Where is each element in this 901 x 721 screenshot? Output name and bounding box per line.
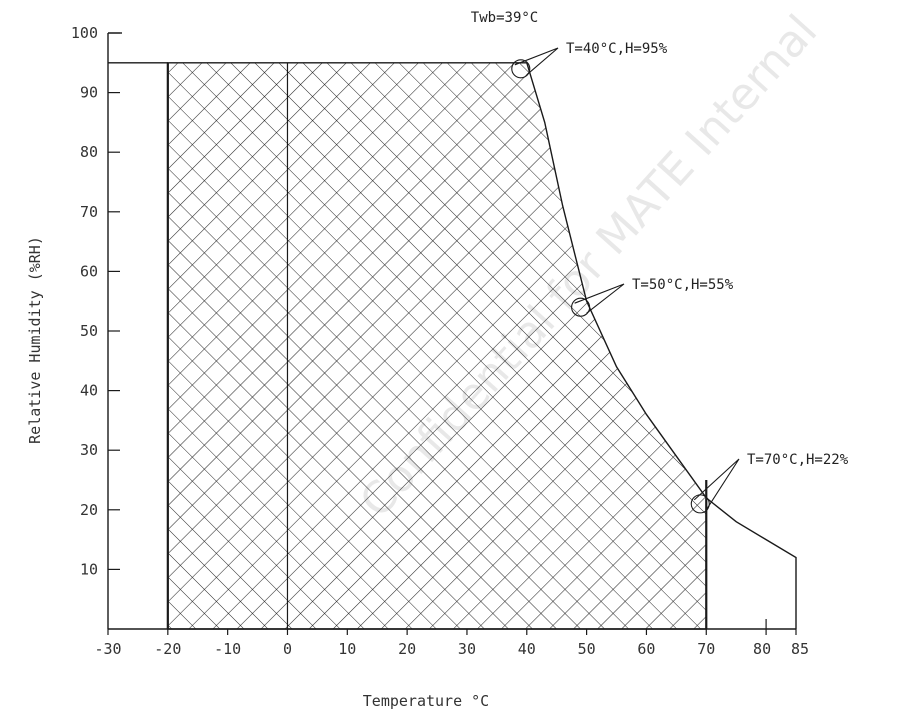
x-tick-label: 80	[753, 640, 771, 658]
y-tick-label: 90	[80, 84, 98, 102]
annotation-t40: T=40°C,H=95%	[566, 41, 668, 57]
vertical-lines	[166, 62, 708, 629]
extension-line	[705, 497, 797, 629]
callout-wedge	[574, 283, 625, 314]
x-tick-label: 20	[398, 640, 416, 658]
axes: -30 -20 -10 0 10 20 30 40 50 60 70 80 85 10 20 30 40 50 6…	[71, 24, 809, 658]
annotation-t70: T=70°C,H=22%	[747, 452, 849, 468]
y-tick-label: 50	[80, 322, 98, 340]
y-tick-label: 10	[80, 560, 98, 578]
x-tick-label: 50	[578, 640, 596, 658]
callout-wedge	[514, 47, 559, 76]
y-tick-label: 40	[80, 382, 98, 400]
annotations: Twb=39°C T=40°C,H=95% T=50°C,H=55% T=70°C,H…	[471, 10, 849, 511]
annotation-twb: Twb=39°C	[471, 10, 538, 26]
y-tick-label: 60	[80, 262, 98, 280]
x-tick-label: 10	[338, 640, 356, 658]
x-axis-title: Temperature °C	[363, 692, 489, 710]
x-tick-label: 85	[791, 640, 809, 658]
y-ticks: 10 20 30 40 50 60 70 80 90 100	[71, 24, 120, 578]
x-ticks: -30 -20 -10 0 10 20 30 40 50 60 70 80 85	[94, 629, 809, 658]
operating-region	[167, 62, 707, 630]
y-axis-title: Relative Humidity (%RH)	[26, 236, 44, 444]
annotation-t50: T=50°C,H=55%	[632, 277, 734, 293]
x-tick-label: -20	[154, 640, 181, 658]
x-tick-label: 70	[697, 640, 715, 658]
y-tick-label: 70	[80, 203, 98, 221]
y-tick-label: 80	[80, 143, 98, 161]
x-tick-label: -10	[214, 640, 241, 658]
x-tick-label: 0	[283, 640, 292, 658]
x-tick-label: 30	[458, 640, 476, 658]
callout-wedge	[693, 458, 740, 511]
x-tick-label: 40	[518, 640, 536, 658]
point-marker	[571, 297, 591, 317]
point-marker	[511, 59, 531, 79]
x-tick-label: 60	[637, 640, 655, 658]
x-tick-label: -30	[94, 640, 121, 658]
y-tick-label: 100	[71, 24, 98, 42]
y-tick-label: 20	[80, 501, 98, 519]
y-tick-label: 30	[80, 441, 98, 459]
